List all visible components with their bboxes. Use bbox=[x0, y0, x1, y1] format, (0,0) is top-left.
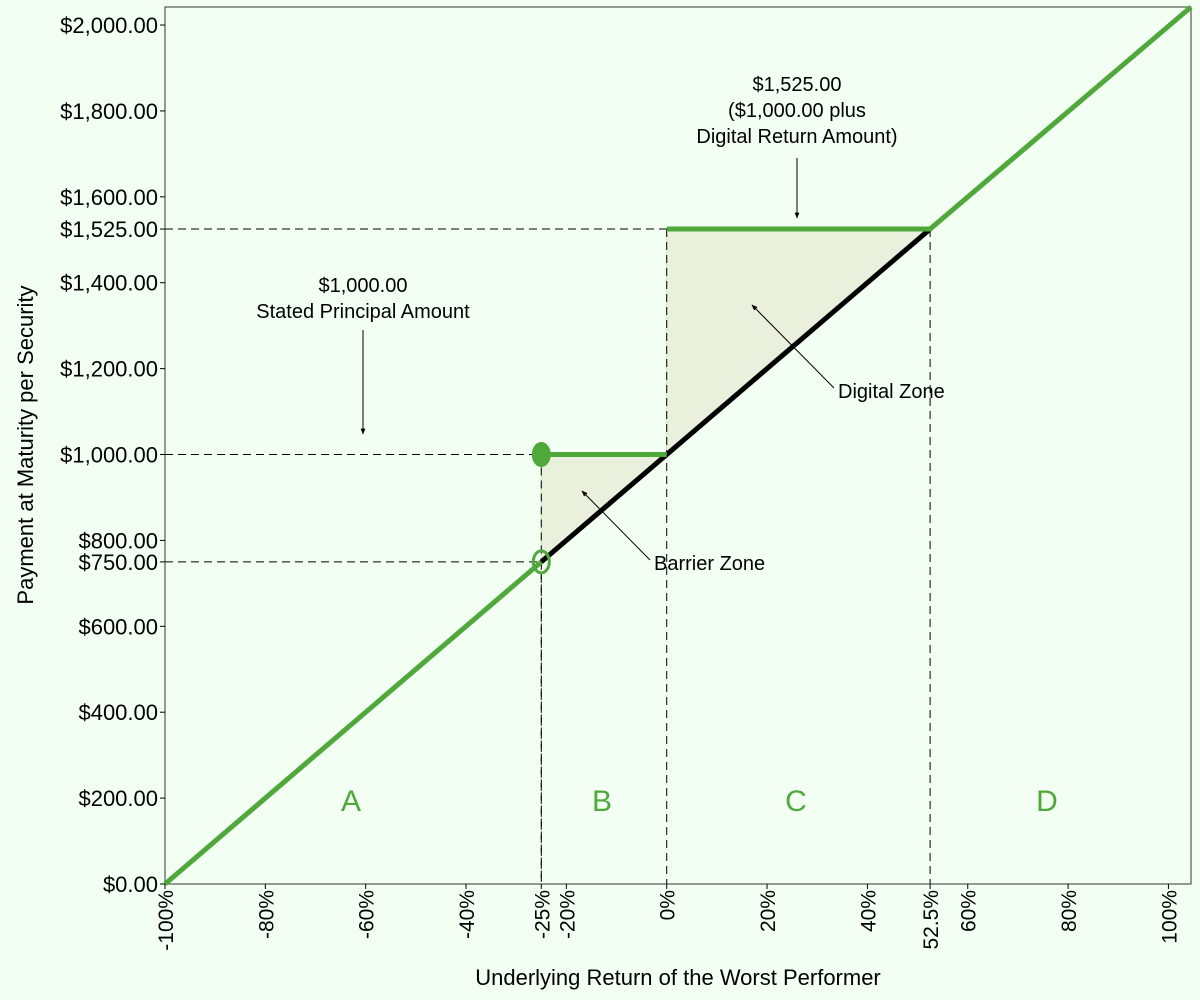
x-tick-label: 80% bbox=[1058, 890, 1081, 932]
payoff-line bbox=[539, 227, 932, 564]
y-tick-label: $750.00 bbox=[78, 550, 158, 575]
y-tick-label: $1,525.00 bbox=[60, 217, 158, 242]
annotation-text: ($1,000.00 plus bbox=[728, 100, 866, 122]
x-tick-label: -60% bbox=[356, 890, 379, 939]
annotation-text: Digital Zone bbox=[838, 381, 945, 403]
x-tick-label: -100% bbox=[155, 890, 178, 951]
x-tick-label: -80% bbox=[255, 890, 278, 939]
zone-label: D bbox=[1036, 785, 1058, 818]
y-tick-label: $600.00 bbox=[78, 614, 158, 639]
zone-label: A bbox=[341, 785, 361, 818]
annotation-text: $1,000.00 bbox=[319, 275, 408, 297]
annotation-text: Stated Principal Amount bbox=[256, 301, 470, 323]
x-tick-label: 0% bbox=[657, 890, 680, 920]
payoff-line bbox=[163, 5, 1193, 886]
y-tick-label: $1,200.00 bbox=[60, 357, 158, 382]
x-tick-label: 60% bbox=[958, 890, 981, 932]
y-tick-label: $800.00 bbox=[78, 528, 158, 553]
y-tick-label: $1,800.00 bbox=[60, 99, 158, 124]
x-tick-label: 20% bbox=[757, 890, 780, 932]
y-tick-label: $1,400.00 bbox=[60, 271, 158, 296]
plot-frame bbox=[164, 6, 1192, 885]
y-tick-label: $2,000.00 bbox=[60, 13, 158, 38]
annotation-text: Digital Return Amount) bbox=[696, 126, 897, 148]
annotation-text: $1,525.00 bbox=[753, 74, 842, 96]
x-tick-label: 100% bbox=[1158, 890, 1181, 944]
y-tick-label: $0.00 bbox=[103, 872, 158, 897]
annotation-arrow bbox=[751, 304, 835, 389]
y-axis-title: Payment at Maturity per Security bbox=[13, 285, 38, 604]
x-tick-label: -25% bbox=[531, 890, 554, 939]
y-tick-label: $200.00 bbox=[78, 786, 158, 811]
point-marker bbox=[531, 442, 551, 468]
y-tick-label: $1,000.00 bbox=[60, 443, 158, 468]
y-tick-label: $400.00 bbox=[78, 700, 158, 725]
x-axis-title: Underlying Return of the Worst Performer bbox=[475, 965, 881, 990]
point-marker bbox=[531, 549, 551, 575]
zone-label: B bbox=[592, 785, 612, 818]
x-tick-label: 52.5% bbox=[920, 890, 943, 950]
y-tick-label: $1,600.00 bbox=[60, 185, 158, 210]
annotation-text: Barrier Zone bbox=[654, 553, 765, 575]
zone-label: C bbox=[785, 785, 807, 818]
x-tick-label: 40% bbox=[857, 890, 880, 932]
x-tick-label: -20% bbox=[556, 890, 579, 939]
annotation-arrow bbox=[581, 490, 651, 561]
x-tick-label: -40% bbox=[456, 890, 479, 939]
